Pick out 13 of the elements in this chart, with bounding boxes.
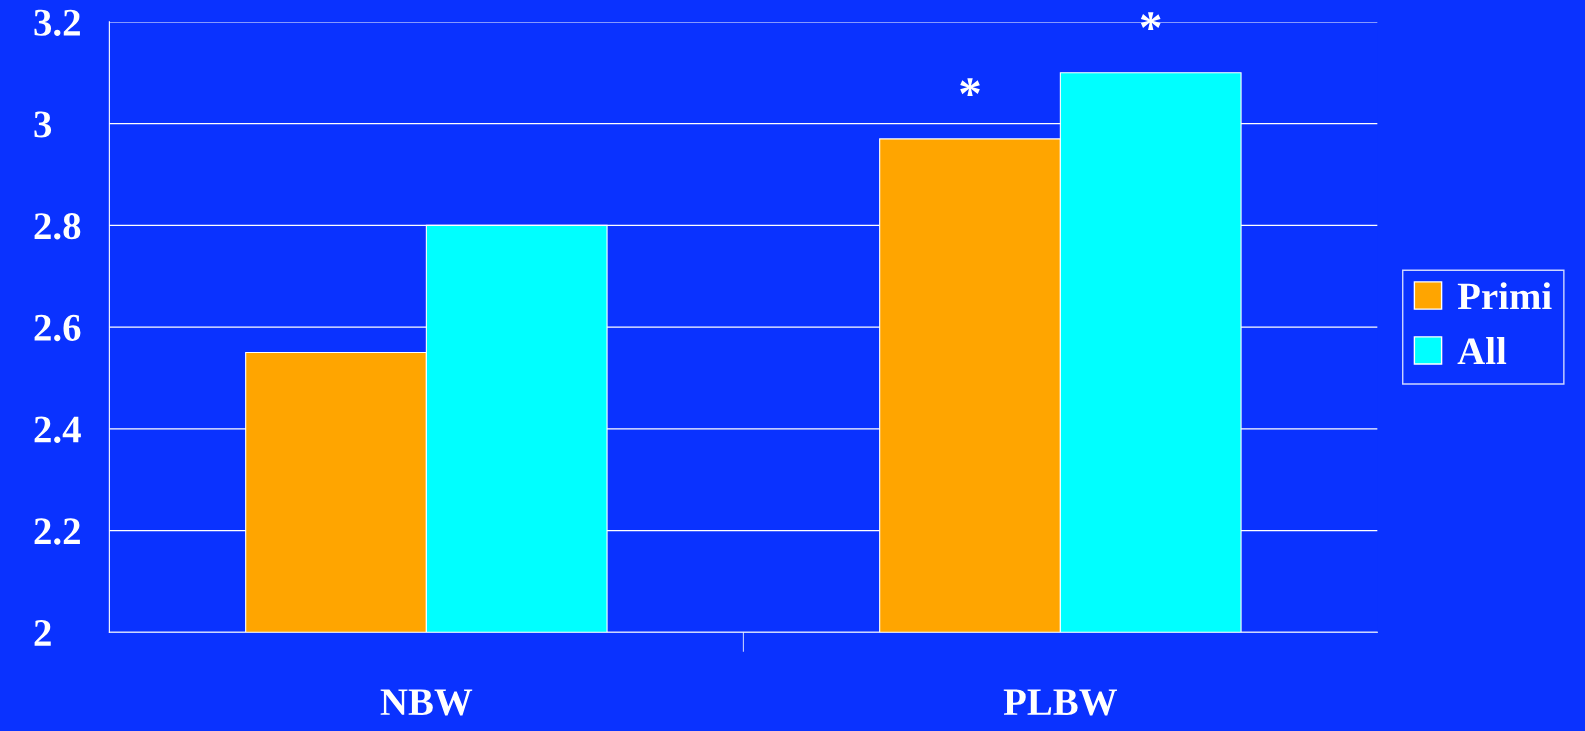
x-tick-label: PLBW bbox=[1003, 689, 1118, 716]
y-tick-label: 2.4 bbox=[34, 416, 81, 443]
x-tick-label: NBW bbox=[380, 689, 473, 716]
y-tick-label: 2.8 bbox=[34, 213, 81, 240]
y-tick-label: 3.2 bbox=[34, 9, 80, 36]
annotation: * bbox=[960, 78, 980, 97]
y-tick-label: 2.2 bbox=[34, 518, 80, 545]
y-tick-label: 3 bbox=[34, 111, 52, 138]
legend-label: All bbox=[1457, 337, 1507, 365]
annotation: * bbox=[1140, 12, 1161, 30]
legend-label: Primi bbox=[1457, 282, 1552, 310]
y-tick-label: 2 bbox=[34, 620, 51, 646]
y-tick-label: 2.6 bbox=[34, 314, 81, 342]
